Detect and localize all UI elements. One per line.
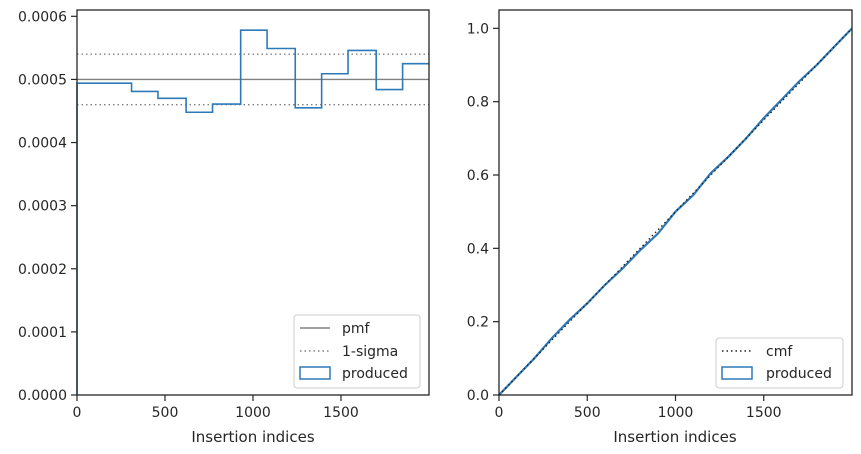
legend-produced-label: produced (342, 366, 408, 382)
left-produced-series (76, 29, 429, 395)
left-y-ticks: 0.0000 0.0001 0.0002 0.0003 0.0004 0.0005 0.00… (18, 9, 77, 404)
legend-cmf-label: cmf (766, 344, 793, 360)
left-y-tick-label: 0.0005 (18, 72, 67, 88)
legend-produced-swatch (299, 366, 331, 380)
left-x-tick-label: 0 (73, 405, 82, 421)
right-y-tick-label: 0.2 (467, 315, 489, 331)
left-y-tick-label: 0.0003 (18, 199, 67, 215)
right-series (498, 27, 853, 396)
produced-step-line (76, 29, 429, 395)
left-legend: pmf 1-sigma produced (293, 314, 421, 389)
right-x-ticks: 0 500 1000 1500 (495, 395, 782, 421)
left-legend-box (293, 314, 421, 389)
left-x-tick-label: 1500 (323, 405, 359, 421)
right-y-tick-label: 0.4 (467, 241, 489, 257)
right-x-axis-label: Insertion indices (613, 428, 736, 446)
cmf-line (498, 27, 853, 396)
left-y-tick-label: 0.0000 (18, 388, 67, 404)
legend-pmf-label: pmf (342, 321, 371, 337)
left-x-ticks: 0 500 1000 1500 (73, 395, 359, 421)
right-x-tick-label: 1500 (746, 405, 782, 421)
right-x-tick-label: 0 (495, 405, 504, 421)
right-y-tick-label: 0.0 (467, 388, 489, 404)
pmf-chart: 0 500 1000 1500 0.00000.00010.00020.00030.0… (18, 9, 430, 446)
legend-sigma-label: 1-sigma (342, 344, 398, 360)
left-y-tick-label: 0.0004 (18, 136, 67, 152)
left-x-tick-label: 500 (152, 405, 179, 421)
right-legend-box (715, 337, 844, 389)
right-y-tick-label: 1.0 (467, 21, 489, 37)
legend-produced-label-right: produced (766, 366, 832, 382)
left-x-tick-label: 1000 (235, 405, 271, 421)
produced-cumulative-line (498, 27, 853, 396)
left-reference-lines (77, 53, 429, 106)
left-x-axis-label: Insertion indices (191, 428, 314, 446)
right-x-tick-label: 500 (574, 405, 601, 421)
right-y-tick-label: 0.6 (467, 168, 489, 184)
right-y-tick-label: 0.8 (467, 95, 489, 111)
right-legend: cmf produced (715, 337, 844, 389)
legend-produced-swatch-right (721, 366, 753, 380)
left-y-tick-label: 0.0001 (18, 325, 67, 341)
left-y-tick-label: 0.0006 (18, 9, 67, 25)
right-x-tick-label: 1000 (658, 405, 694, 421)
left-y-tick-label: 0.0002 (18, 262, 67, 278)
cmf-chart: 0 500 1000 1500 0.0 0.2 0.4 0.6 0.8 1.0 Insertio… (467, 9, 853, 446)
right-y-ticks: 0.0 0.2 0.4 0.6 0.8 1.0 (467, 21, 499, 404)
